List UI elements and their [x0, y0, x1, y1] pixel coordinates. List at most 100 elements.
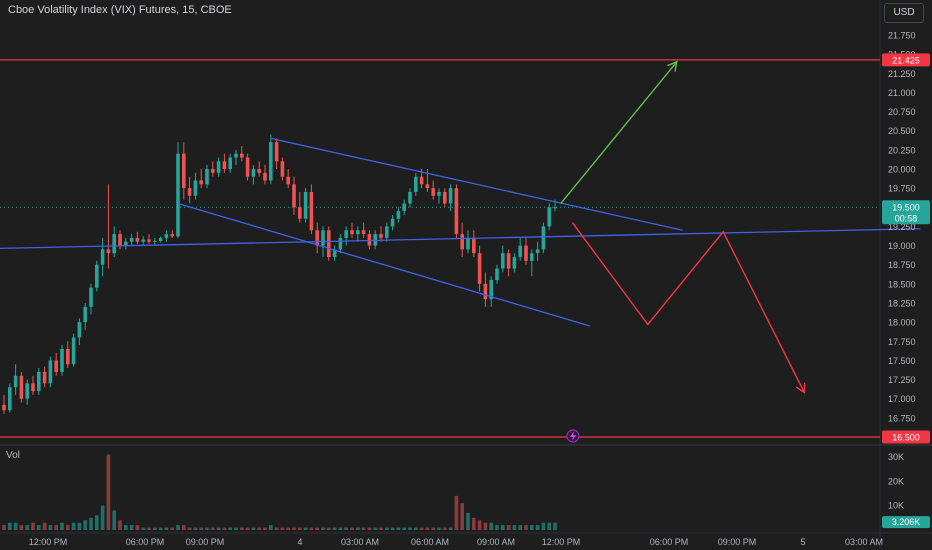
- candle: [483, 272, 488, 307]
- candle-body: [321, 230, 325, 246]
- candle-body: [124, 241, 128, 246]
- volume-bar: [199, 527, 203, 530]
- candle-body: [129, 237, 134, 242]
- volume-bar: [13, 522, 18, 530]
- candle: [176, 142, 180, 238]
- candle: [495, 264, 499, 284]
- volume-bar: [135, 525, 140, 530]
- current-volume-label: 3.206K: [892, 517, 921, 527]
- candle: [501, 245, 505, 273]
- volume-bar: [443, 527, 447, 530]
- volume-bar: [95, 515, 99, 530]
- currency-button[interactable]: USD: [884, 3, 924, 23]
- candle: [356, 226, 360, 242]
- candle-body: [425, 184, 430, 189]
- candle: [164, 230, 169, 242]
- candle-body: [414, 176, 418, 192]
- candle-body: [477, 253, 482, 284]
- volume-bar: [512, 525, 517, 530]
- candle-body: [535, 249, 540, 254]
- volume-bar: [100, 505, 105, 530]
- candle-body: [454, 188, 459, 235]
- candle: [489, 276, 493, 307]
- time-tick-label: 03:00 AM: [341, 537, 379, 547]
- volume-bar: [350, 527, 354, 530]
- current-volume-label-bg: [882, 516, 930, 529]
- candle-body: [408, 191, 412, 204]
- candle-body: [118, 234, 122, 246]
- volume-bar: [8, 522, 12, 530]
- volume-bar: [367, 527, 372, 530]
- candle-body: [112, 234, 116, 254]
- channel-upper-trendline[interactable]: [270, 137, 683, 231]
- candle: [112, 226, 116, 258]
- volume-bar: [303, 527, 308, 530]
- candle: [332, 245, 337, 261]
- upper-level-price-label: 21.425: [892, 55, 920, 65]
- candle-body: [385, 226, 389, 238]
- candle: [535, 241, 540, 261]
- candle-body: [193, 180, 198, 196]
- bullish-projection-arrow[interactable]: [560, 61, 678, 204]
- volume-bar: [211, 527, 215, 530]
- candle: [385, 222, 389, 242]
- support-line-trendline[interactable]: [0, 228, 921, 250]
- price-tick-label: 21.000: [888, 88, 916, 98]
- candle: [158, 236, 163, 243]
- volume-bar: [280, 527, 285, 530]
- candle-body: [332, 249, 337, 258]
- volume-bar: [472, 517, 476, 530]
- alert-lightning-icon[interactable]: [566, 429, 580, 443]
- candle: [182, 142, 186, 200]
- candle: [54, 352, 58, 376]
- lower-level-price-label: 16.500: [892, 433, 920, 443]
- candle: [37, 368, 41, 395]
- axis-layer[interactable]: 21.75021.50021.25021.00020.75020.50020.2…: [29, 31, 916, 548]
- volume-bar: [425, 527, 430, 530]
- candle-body: [495, 268, 499, 281]
- drawing-layer[interactable]: [0, 60, 921, 443]
- candle-body: [419, 176, 424, 185]
- lightning-bolt-icon: [570, 431, 576, 441]
- candle-body: [158, 237, 163, 241]
- candle: [506, 249, 511, 277]
- volume-bar: [269, 525, 273, 530]
- candle: [437, 188, 441, 204]
- candle-body: [48, 360, 53, 384]
- candle: [124, 237, 128, 250]
- volume-bar: [129, 525, 134, 530]
- volume-bar: [414, 527, 418, 530]
- candle-body: [512, 257, 517, 269]
- candle: [454, 184, 459, 238]
- candle: [396, 207, 401, 223]
- candle-body: [100, 249, 105, 265]
- candle: [153, 237, 157, 246]
- candle-body: [89, 287, 93, 307]
- volume-bar: [321, 527, 325, 530]
- candle-body: [251, 169, 256, 177]
- candle-body: [274, 142, 279, 162]
- candle: [147, 234, 151, 245]
- bearish-projection-arrow[interactable]: [571, 222, 806, 393]
- candle: [541, 222, 546, 254]
- volume-bar: [373, 527, 377, 530]
- candle-body: [350, 230, 354, 235]
- volume-bar: [89, 517, 93, 530]
- volume-tick-label: 10K: [888, 501, 904, 511]
- channel-lower-trendline[interactable]: [177, 202, 590, 327]
- candle-body: [164, 234, 169, 238]
- volume-bar: [344, 527, 348, 530]
- price-tick-label: 21.750: [888, 31, 916, 41]
- volume-bar: [193, 527, 198, 530]
- volume-bar: [356, 527, 360, 530]
- price-tick-label: 17.000: [888, 394, 916, 404]
- candle-body: [506, 253, 511, 269]
- candle: [83, 303, 87, 330]
- candle: [8, 383, 12, 413]
- candle-body: [309, 191, 314, 231]
- volume-bar: [524, 525, 528, 530]
- candle: [298, 191, 302, 223]
